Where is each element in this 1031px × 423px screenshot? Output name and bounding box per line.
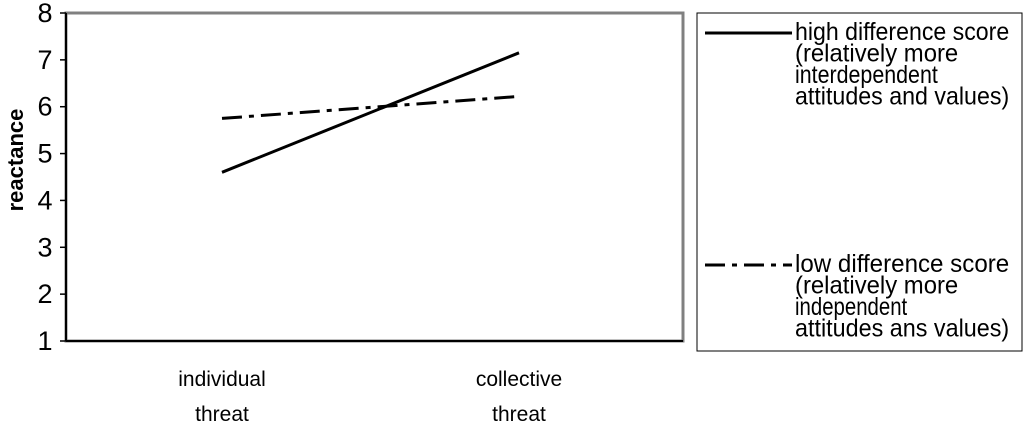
legend-entry-text: high difference score: [795, 18, 1009, 46]
legend-frame: [696, 12, 1023, 352]
legend-entry-text: (relatively more: [795, 40, 958, 68]
legend-entry-text: independent: [795, 293, 907, 321]
y-axis-ticks: 1 2 3 4 5 6 7 8: [37, 0, 66, 356]
y-tick-label: 4: [37, 185, 52, 215]
legend-entry-text: attitudes and values): [795, 83, 1009, 111]
y-tick-label: 2: [37, 279, 52, 309]
y-tick-label: 8: [37, 0, 52, 28]
y-tick-label: 6: [37, 92, 52, 122]
x-axis-ticks: individual threat collective threat: [178, 368, 562, 423]
plot-area-frame: [64, 11, 685, 343]
x-tick-label: individual: [178, 368, 266, 391]
x-tick-label: threat: [195, 403, 249, 423]
legend-entry-text: interdependent: [795, 61, 938, 89]
y-tick-label: 7: [37, 45, 52, 75]
series-line: [221, 51, 520, 174]
y-tick-label: 5: [37, 139, 52, 169]
legend-entry-text: (relatively more: [795, 272, 958, 300]
x-tick-label: collective: [476, 368, 562, 391]
legend-entry-text: low difference score: [795, 250, 1009, 278]
y-tick-label: 1: [37, 326, 52, 356]
legend-entry-text: attitudes ans values): [795, 315, 1009, 343]
y-axis-label: reactance: [3, 109, 28, 212]
series-line: [221, 94, 520, 120]
x-tick-label: threat: [492, 403, 546, 423]
y-tick-label: 3: [37, 232, 52, 262]
legend: high difference score(relatively moreint…: [705, 18, 1009, 343]
series-lines: [221, 51, 520, 174]
